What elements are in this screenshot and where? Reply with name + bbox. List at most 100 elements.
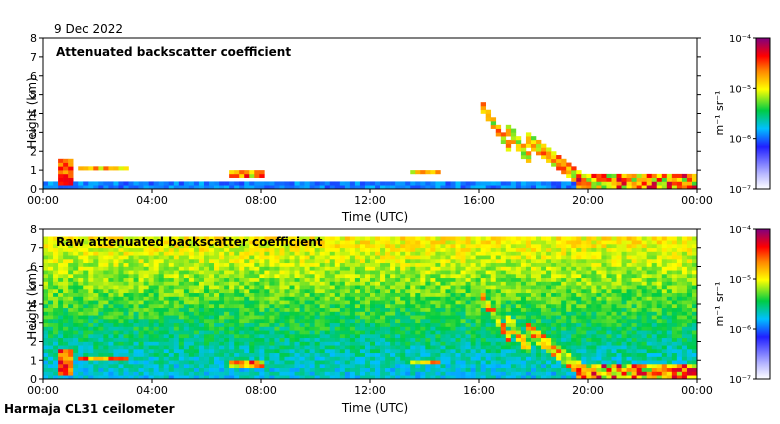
heatmap-cell <box>179 319 184 323</box>
heatmap-cell <box>98 342 103 346</box>
heatmap-cell <box>345 338 350 342</box>
heatmap-cell <box>410 312 415 316</box>
heatmap-cell <box>355 278 360 282</box>
heatmap-cell <box>486 289 491 293</box>
heatmap-cell <box>108 297 113 301</box>
heatmap-cell <box>350 244 355 248</box>
heatmap-cell <box>73 300 78 304</box>
heatmap-cell <box>330 364 335 368</box>
heatmap-cell <box>491 278 496 282</box>
heatmap-cell <box>571 297 576 301</box>
panel-attenuated-backscatter: Attenuated backscatter coefficient 01234… <box>25 32 770 224</box>
heatmap-cell <box>632 327 637 331</box>
heatmap-cell <box>511 237 516 241</box>
heatmap-cell <box>506 330 511 334</box>
heatmap-cell <box>254 304 259 308</box>
heatmap-cell <box>456 304 461 308</box>
heatmap-cell <box>194 267 199 271</box>
heatmap-cell <box>611 263 616 267</box>
heatmap-cell <box>506 368 511 372</box>
heatmap-cell <box>83 289 88 293</box>
heatmap-cell <box>405 357 410 361</box>
heatmap-cell <box>521 315 526 319</box>
heatmap-cell <box>149 327 154 331</box>
heatmap-cell <box>43 297 48 301</box>
heatmap-cell <box>259 285 264 289</box>
heatmap-cell <box>466 259 471 263</box>
heatmap-cell <box>531 308 536 312</box>
heatmap-cell <box>486 181 491 185</box>
heatmap-cell <box>370 181 375 185</box>
heatmap-cell <box>78 263 83 267</box>
heatmap-cell <box>601 237 606 241</box>
heatmap-cell <box>189 263 194 267</box>
heatmap-cell <box>637 323 642 327</box>
heatmap-cell <box>154 342 159 346</box>
heatmap-cell <box>63 334 68 338</box>
heatmap-cell <box>244 319 249 323</box>
heatmap-cell <box>627 334 632 338</box>
heatmap-cell <box>511 244 516 248</box>
heatmap-cell <box>350 293 355 297</box>
heatmap-cell <box>365 364 370 368</box>
heatmap-cell <box>536 140 541 144</box>
heatmap-cell <box>209 263 214 267</box>
heatmap-cell <box>516 140 521 144</box>
heatmap-cell <box>395 338 400 342</box>
heatmap-cell <box>305 278 310 282</box>
heatmap-cell <box>209 334 214 338</box>
heatmap-cell <box>78 181 83 185</box>
heatmap-cell <box>632 270 637 274</box>
heatmap-cell <box>129 338 134 342</box>
heatmap-cell <box>521 274 526 278</box>
heatmap-cell <box>330 263 335 267</box>
heatmap-cell <box>169 252 174 256</box>
heatmap-cell <box>229 330 234 334</box>
heatmap-cell <box>410 368 415 372</box>
heatmap-cell <box>224 304 229 308</box>
heatmap-cell <box>209 289 214 293</box>
heatmap-cell <box>174 330 179 334</box>
heatmap-cell <box>476 293 481 297</box>
heatmap-cell <box>179 323 184 327</box>
heatmap-cell <box>496 315 501 319</box>
heatmap-cell <box>476 263 481 267</box>
heatmap-cell <box>279 289 284 293</box>
heatmap-cell <box>279 293 284 297</box>
heatmap-cell <box>571 349 576 353</box>
heatmap-cell <box>425 285 430 289</box>
heatmap-cell <box>360 255 365 259</box>
heatmap-cell <box>395 353 400 357</box>
heatmap-cell <box>546 252 551 256</box>
heatmap-cell <box>370 349 375 353</box>
heatmap-cell <box>385 267 390 271</box>
heatmap-cell <box>179 357 184 361</box>
heatmap-cell <box>526 372 531 376</box>
heatmap-cell <box>677 181 682 185</box>
heatmap-cell <box>78 368 83 372</box>
heatmap-cell <box>325 282 330 286</box>
heatmap-cell <box>93 289 98 293</box>
heatmap-cell <box>445 319 450 323</box>
heatmap-cell <box>425 300 430 304</box>
heatmap-cell <box>224 282 229 286</box>
heatmap-cell <box>430 372 435 376</box>
heatmap-cell <box>244 285 249 289</box>
heatmap-cell <box>430 357 435 361</box>
heatmap-cell <box>521 304 526 308</box>
heatmap-cell <box>209 353 214 357</box>
heatmap-cell <box>320 270 325 274</box>
heatmap-cell <box>667 181 672 185</box>
heatmap-cell <box>466 248 471 252</box>
heatmap-cell <box>290 323 295 327</box>
heatmap-cell <box>224 349 229 353</box>
heatmap-cell <box>43 293 48 297</box>
heatmap-cell <box>370 342 375 346</box>
heatmap-cell <box>78 308 83 312</box>
heatmap-cell <box>300 255 305 259</box>
heatmap-cell <box>606 300 611 304</box>
heatmap-cell <box>511 308 516 312</box>
heatmap-cell <box>254 274 259 278</box>
heatmap-cell <box>596 319 601 323</box>
heatmap-cell <box>300 289 305 293</box>
